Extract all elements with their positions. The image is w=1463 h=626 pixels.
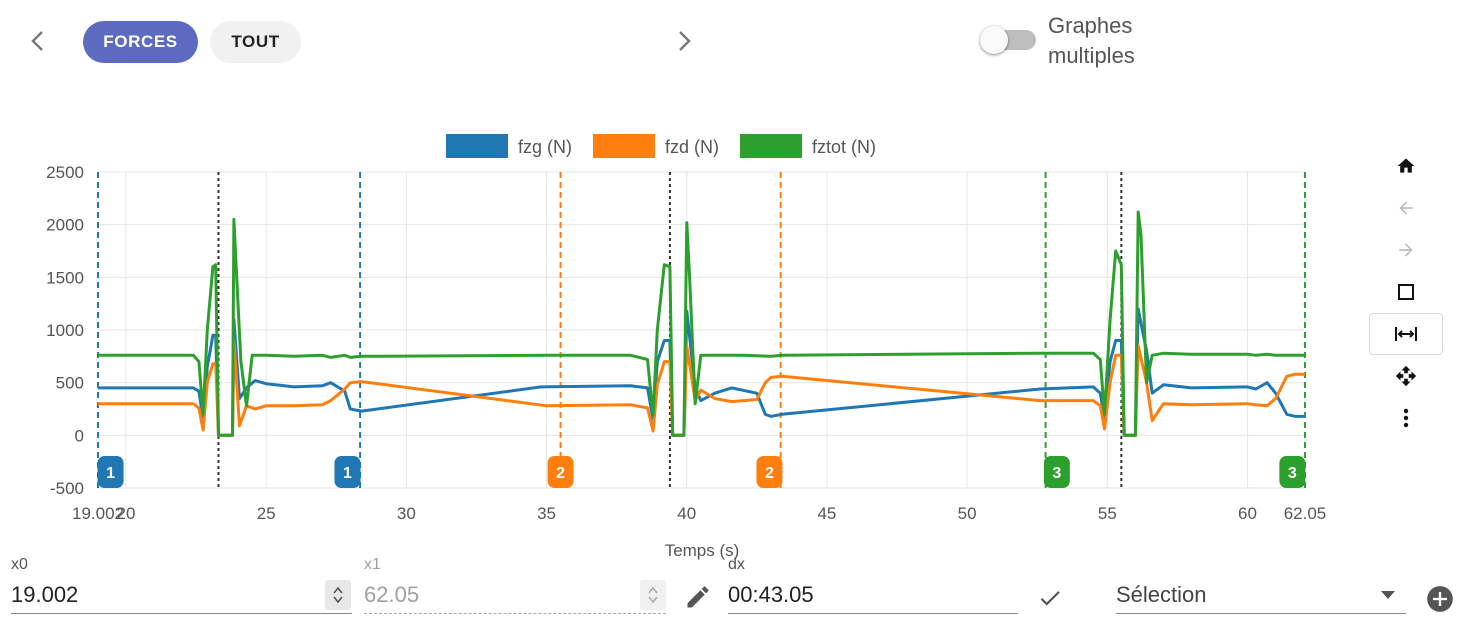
- x0-underline: [11, 613, 352, 614]
- series-line-3: [97, 210, 1305, 437]
- x-tick-label: 45: [817, 504, 836, 523]
- series-line-2: [97, 339, 1305, 437]
- y-tick-label: 1000: [46, 321, 84, 340]
- dx-label: dx: [728, 556, 745, 573]
- x0-label: x0: [11, 556, 28, 573]
- tab-tout[interactable]: TOUT: [210, 21, 301, 63]
- legend-swatch: [740, 134, 802, 158]
- dx-underline: [728, 613, 1018, 614]
- cycle-marker-label: 3: [1052, 465, 1061, 482]
- tab-forces-label: FORCES: [103, 32, 178, 51]
- chart-legend[interactable]: fzg (N) fzd (N) fztot (N): [446, 134, 876, 158]
- toggle-label-line1: Graphes: [1048, 13, 1133, 38]
- x-axis-label: Temps (s): [665, 541, 740, 560]
- x-tick-label: 19.002: [72, 504, 124, 523]
- x-tick-label: 25: [257, 504, 276, 523]
- x-tick-label: 62.05: [1284, 504, 1327, 523]
- cycle-marker-box: [756, 456, 783, 488]
- selection-underline: [1116, 613, 1406, 614]
- cycle-marker-label: 3: [1288, 465, 1297, 482]
- tab-tout-label: TOUT: [231, 32, 280, 51]
- legend-swatch: [593, 134, 655, 158]
- pencil-icon[interactable]: [684, 583, 712, 616]
- y-tick-label: 2000: [46, 216, 84, 235]
- home-icon[interactable]: [1390, 150, 1422, 182]
- x-tick-label: 20: [117, 504, 136, 523]
- legend-label: fzg (N): [518, 137, 572, 157]
- x1-stepper: [640, 580, 666, 610]
- toggle-label-line2: multiples: [1048, 43, 1135, 68]
- y-tick-label: 500: [56, 374, 84, 393]
- undo-arrow-icon[interactable]: [1390, 192, 1422, 224]
- dropdown-arrow-icon[interactable]: [1381, 588, 1395, 606]
- tab-forces[interactable]: FORCES: [83, 21, 198, 63]
- y-tick-label: 2500: [46, 163, 84, 182]
- cycle-marker-box: [1043, 456, 1070, 488]
- x-tick-label: 40: [677, 504, 696, 523]
- chevron-left-icon[interactable]: [28, 27, 48, 61]
- graphes-multiples-toggle[interactable]: [980, 26, 1036, 54]
- toggle-knob: [980, 26, 1008, 54]
- chevron-right-icon[interactable]: [674, 27, 694, 61]
- more-vert-icon[interactable]: [1390, 402, 1422, 434]
- cycle-marker-label: 2: [556, 465, 565, 482]
- y-tick-label: -500: [50, 479, 84, 498]
- pan-icon[interactable]: [1390, 360, 1422, 392]
- cycle-marker-label: 2: [765, 465, 774, 482]
- box-zoom-icon[interactable]: [1390, 276, 1422, 308]
- legend-item-1[interactable]: fzg (N): [446, 134, 572, 158]
- cycle-marker-box: [334, 456, 361, 488]
- cycle-marker-box: [1279, 456, 1306, 488]
- legend-swatch: [446, 134, 508, 158]
- dx-input[interactable]: 00:43.05: [728, 582, 814, 607]
- add-circle-icon[interactable]: [1426, 585, 1454, 618]
- x1-input: 62.05: [364, 582, 420, 607]
- legend-item-3[interactable]: fztot (N): [740, 134, 876, 158]
- series-lines: [97, 210, 1305, 437]
- cycle-marker-label: 1: [106, 465, 115, 482]
- x0-stepper[interactable]: [325, 580, 351, 610]
- cycle-marker-label: 1: [343, 465, 352, 482]
- check-icon[interactable]: [1035, 585, 1065, 616]
- cycle-marker-box: [97, 456, 124, 488]
- x-tick-label: 30: [397, 504, 416, 523]
- x1-label: x1: [364, 556, 381, 573]
- x-tick-label: 50: [958, 504, 977, 523]
- x0-input[interactable]: 19.002: [11, 582, 79, 607]
- toggle-label: Graphes multiples: [1048, 11, 1135, 71]
- legend-label: fzd (N): [665, 137, 719, 157]
- y-tick-label: 1500: [46, 268, 84, 287]
- x-tick-label: 60: [1238, 504, 1257, 523]
- y-tick-label: 0: [75, 426, 84, 445]
- cycle-markers: 1 1 2 2 3 3: [97, 456, 1306, 488]
- x1-underline: [364, 613, 666, 614]
- selection-dropdown[interactable]: Sélection: [1116, 582, 1207, 607]
- grid-lines: [98, 171, 1305, 489]
- cycle-marker-box: [547, 456, 574, 488]
- legend-label: fztot (N): [812, 137, 876, 157]
- x-tick-label: 35: [537, 504, 556, 523]
- x-tick-label: 55: [1098, 504, 1117, 523]
- horizontal-zoom-icon[interactable]: [1369, 313, 1443, 355]
- legend-item-2[interactable]: fzd (N): [593, 134, 719, 158]
- redo-arrow-icon[interactable]: [1390, 234, 1422, 266]
